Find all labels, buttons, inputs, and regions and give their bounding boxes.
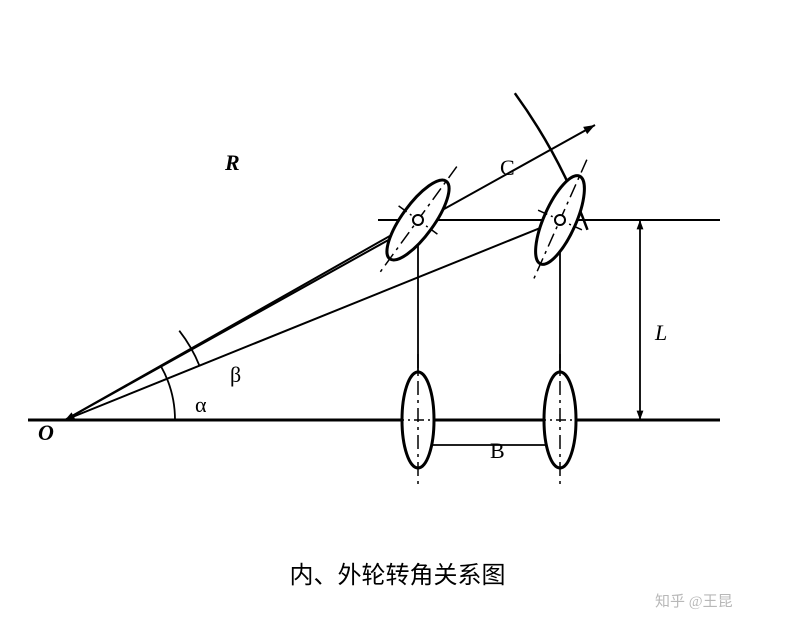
- label-B: B: [490, 438, 505, 464]
- label-O: O: [38, 420, 54, 446]
- watermark: 知乎 @王昆: [655, 590, 733, 611]
- label-beta: β: [230, 362, 241, 388]
- label-C: C: [500, 155, 515, 181]
- caption: 内、外轮转角关系图: [0, 555, 795, 590]
- label-L: L: [655, 320, 667, 346]
- label-R: R: [225, 150, 240, 176]
- label-alpha: α: [195, 392, 207, 418]
